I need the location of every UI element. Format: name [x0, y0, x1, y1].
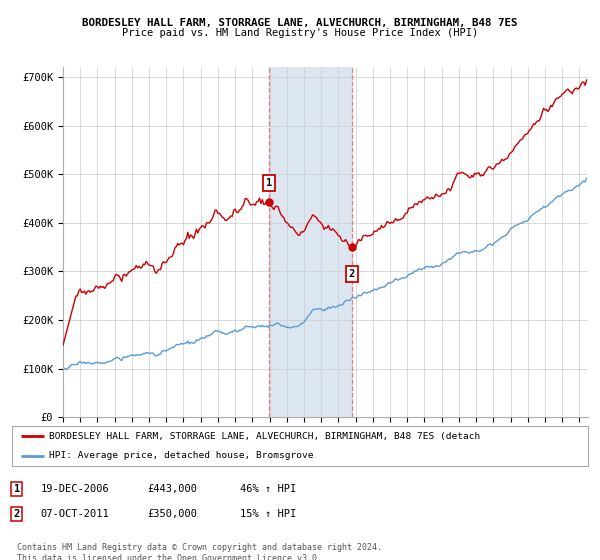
Text: 19-DEC-2006: 19-DEC-2006 — [41, 484, 110, 494]
Text: BORDESLEY HALL FARM, STORRAGE LANE, ALVECHURCH, BIRMINGHAM, B48 7ES (detach: BORDESLEY HALL FARM, STORRAGE LANE, ALVE… — [49, 432, 481, 441]
Text: 2: 2 — [349, 269, 355, 279]
Text: Contains HM Land Registry data © Crown copyright and database right 2024.
This d: Contains HM Land Registry data © Crown c… — [17, 543, 382, 560]
Text: 1: 1 — [14, 484, 20, 494]
Text: £350,000: £350,000 — [147, 509, 197, 519]
Text: 15% ↑ HPI: 15% ↑ HPI — [240, 509, 296, 519]
Text: Price paid vs. HM Land Registry's House Price Index (HPI): Price paid vs. HM Land Registry's House … — [122, 28, 478, 38]
Text: £443,000: £443,000 — [147, 484, 197, 494]
Text: 2: 2 — [14, 509, 20, 519]
Text: 46% ↑ HPI: 46% ↑ HPI — [240, 484, 296, 494]
Text: 07-OCT-2011: 07-OCT-2011 — [41, 509, 110, 519]
Text: HPI: Average price, detached house, Bromsgrove: HPI: Average price, detached house, Brom… — [49, 451, 314, 460]
Bar — [269, 67, 352, 417]
Text: BORDESLEY HALL FARM, STORRAGE LANE, ALVECHURCH, BIRMINGHAM, B48 7ES: BORDESLEY HALL FARM, STORRAGE LANE, ALVE… — [82, 18, 518, 28]
Text: 1: 1 — [266, 179, 272, 188]
